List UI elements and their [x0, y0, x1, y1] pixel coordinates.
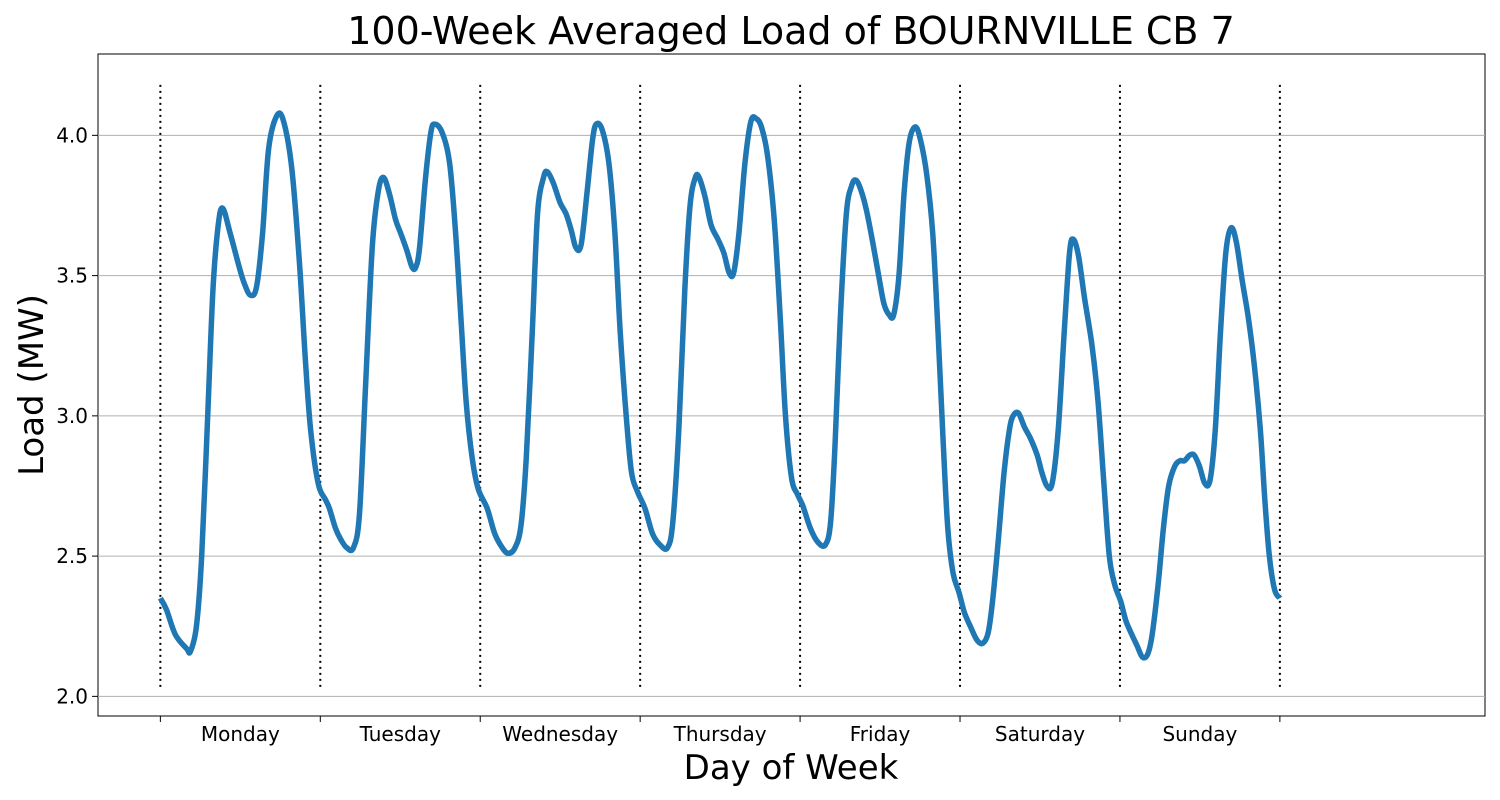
x-tick-label: Saturday	[995, 722, 1085, 746]
grid-lines	[98, 134, 1485, 697]
y-tick-labels: 2.0 2.5 3.0 3.5 4.0	[56, 123, 98, 708]
y-tick-label: 3.0	[56, 404, 88, 428]
x-tick-label: Friday	[850, 722, 911, 746]
y-tick-label: 2.5	[56, 544, 88, 568]
y-tick-label: 4.0	[56, 123, 88, 147]
y-axis-title: Load (MW)	[12, 294, 52, 476]
y-tick-label: 2.0	[56, 684, 88, 708]
x-tick-labels: Monday Tuesday Wednesday Thursday Friday Satu…	[159, 716, 1281, 746]
x-axis-title: Day of Week	[684, 748, 899, 788]
y-tick-label: 3.5	[56, 264, 88, 288]
x-tick-label: Sunday	[1162, 722, 1237, 746]
day-separators	[159, 84, 1281, 688]
x-tick-label: Monday	[201, 722, 280, 746]
series-line-load	[157, 110, 1283, 661]
chart-title: 100-Week Averaged Load of BOURNVILLE CB …	[347, 9, 1235, 53]
series-layer	[157, 110, 1283, 661]
x-tick-label: Wednesday	[502, 722, 618, 746]
x-tick-label: Tuesday	[359, 722, 442, 746]
x-tick-label: Thursday	[673, 722, 767, 746]
